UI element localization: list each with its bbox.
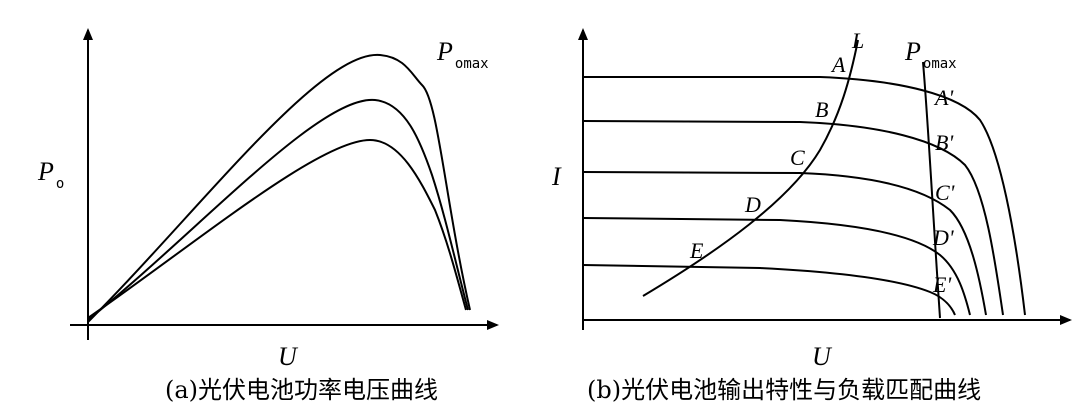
point-label: D — [744, 192, 761, 217]
iv-curve — [583, 76, 1026, 316]
x-label: U — [812, 342, 833, 371]
load-line-label: L — [851, 28, 864, 53]
max-power-line — [922, 61, 941, 319]
y-label: I — [551, 162, 562, 191]
point-label: A' — [933, 85, 953, 110]
iv-curve — [582, 217, 971, 316]
point-label: C — [790, 145, 805, 170]
point-label: C' — [935, 180, 955, 205]
curve-label-sub: omax — [923, 56, 957, 72]
y-label-sub: o — [56, 176, 64, 192]
caption: (b)光伏电池输出特性与负载匹配曲线 — [587, 376, 981, 404]
caption: (a)光伏电池功率电压曲线 — [165, 376, 438, 404]
curve-label-text: P — [436, 37, 453, 66]
point-label: E — [689, 238, 704, 263]
point-label: B' — [935, 130, 953, 155]
iv-curve — [582, 171, 987, 316]
power-curve — [87, 53, 471, 323]
point-label: B — [815, 97, 828, 122]
power-curve — [87, 98, 469, 321]
x-label: U — [278, 342, 299, 371]
iv-curve — [582, 264, 956, 316]
y-label-text: P — [37, 157, 54, 186]
point-label: E' — [932, 272, 951, 297]
iv-curve — [582, 120, 1004, 316]
load-line — [642, 39, 859, 297]
curve-label-text: P — [904, 37, 921, 66]
curve-label-sub: omax — [455, 56, 489, 72]
power-curve — [87, 138, 467, 319]
point-label: A — [830, 52, 846, 77]
point-label: D' — [932, 225, 954, 250]
